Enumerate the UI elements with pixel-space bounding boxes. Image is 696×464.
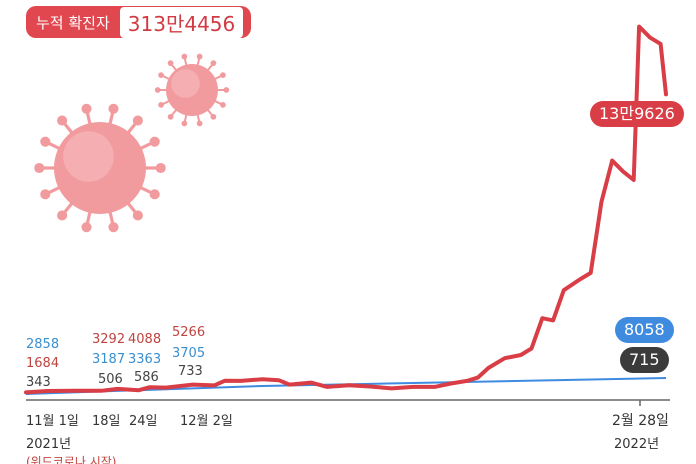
annotation-3-dark: 586 [134, 370, 159, 385]
confirmed-point-18 [368, 385, 372, 388]
confirmed-point-29 [540, 316, 544, 320]
confirmed-point-32 [578, 277, 582, 281]
confirmed-end-label: 13만9626 [590, 101, 684, 127]
annotation-3-blue: 3363 [128, 352, 162, 367]
x-tick-mid1: 18일 [92, 414, 121, 429]
x-axis-note: (위드코로나 시작) [26, 455, 117, 464]
confirmed-point-41 [664, 92, 668, 96]
annotation-2-blue: 3187 [92, 352, 126, 367]
confirmed-point-17 [347, 383, 351, 387]
annotation-2-dark: 506 [98, 372, 123, 387]
confirmed-point-16 [325, 385, 329, 389]
confirmed-point-21 [433, 385, 437, 389]
confirmed-point-30 [551, 318, 555, 322]
annotation-4-dark: 733 [178, 364, 203, 379]
confirmed-point-33 [589, 271, 593, 275]
confirmed-point-36 [621, 169, 625, 173]
confirmed-point-22 [449, 382, 453, 385]
annotation-1-dark: 343 [26, 375, 51, 390]
virus-illustration [34, 53, 230, 233]
x-tick-dec: 12월 2일 [180, 414, 233, 429]
confirmed-point-5 [137, 388, 141, 392]
confirmed-point-25 [487, 366, 490, 370]
total-cases-badge: 누적 확진자 313만4456 [26, 6, 252, 38]
annotation-4-blue: 3705 [172, 346, 206, 361]
confirmed-point-40 [659, 42, 663, 46]
confirmed-point-34 [600, 200, 603, 204]
confirmed-point-7 [164, 386, 168, 390]
virus-small [154, 53, 230, 127]
confirmed-point-13 [277, 378, 281, 382]
annotation-1-red: 1684 [26, 356, 60, 371]
series-layer [24, 24, 668, 395]
vaccinated-end-label: 8058 [615, 317, 674, 343]
confirmed-point-0 [24, 390, 28, 394]
confirmed-point-12 [261, 377, 265, 381]
confirmed-point-31 [562, 288, 566, 292]
confirmed-point-3 [99, 389, 103, 393]
confirmed-point-11 [239, 379, 243, 383]
confirmed-point-24 [476, 376, 480, 380]
confirmed-point-1 [46, 389, 49, 393]
confirmed-point-35 [610, 159, 614, 163]
confirmed-point-10 [223, 379, 227, 383]
confirmed-point-8 [191, 383, 195, 387]
confirmed-point-20 [411, 385, 415, 389]
confirmed-point-27 [519, 353, 523, 357]
confirmed-point-28 [530, 347, 533, 350]
confirmed-point-38 [637, 25, 641, 29]
x-tick-mid2: 24일 [129, 414, 158, 429]
confirmed-point-9 [212, 383, 216, 387]
confirmed-point-23 [465, 379, 469, 383]
confirmed-point-37 [632, 178, 636, 182]
critical-end-label: 715 [620, 347, 669, 373]
total-cases-label: 누적 확진자 [36, 13, 110, 32]
virus-large [34, 103, 166, 233]
confirmed-point-39 [648, 35, 652, 39]
confirmed-point-2 [72, 389, 76, 393]
x-tick-end: 2월 28일 [612, 413, 669, 429]
series-line-confirmed [24, 24, 668, 395]
confirmed-point-4 [115, 387, 119, 391]
annotation-3-red: 4088 [128, 332, 162, 347]
x-tick-start: 11월 1일 [26, 414, 79, 429]
x-year-end: 2022년 [614, 437, 660, 452]
confirmed-point-15 [309, 381, 313, 385]
confirmed-point-6 [148, 385, 152, 389]
total-cases-value: 313만4456 [119, 6, 244, 38]
confirmed-point-14 [288, 383, 291, 387]
confirmed-point-19 [390, 386, 394, 390]
confirmed-point-26 [503, 356, 507, 360]
annotation-1-blue: 2858 [26, 337, 60, 352]
annotation-2-red: 3292 [92, 332, 126, 347]
x-year-start: 2021년 [26, 437, 72, 452]
annotation-4-red: 5266 [172, 325, 206, 340]
